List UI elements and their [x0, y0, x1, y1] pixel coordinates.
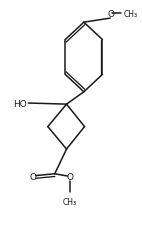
Text: CH₃: CH₃: [124, 10, 138, 19]
Text: O: O: [66, 172, 74, 181]
Text: O: O: [107, 10, 114, 19]
Text: O: O: [30, 172, 37, 181]
Text: HO: HO: [13, 99, 27, 108]
Text: CH₃: CH₃: [63, 198, 77, 206]
